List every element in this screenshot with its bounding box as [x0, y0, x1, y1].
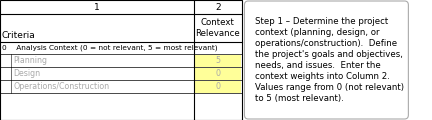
- Text: 2: 2: [215, 3, 221, 12]
- Text: Step 1 – Determine the project
context (planning, design, or
operations/construc: Step 1 – Determine the project context (…: [255, 17, 404, 103]
- Text: 5: 5: [216, 56, 220, 65]
- Bar: [195, 67, 241, 79]
- Text: Planning: Planning: [13, 56, 47, 65]
- Text: Operations/Construction: Operations/Construction: [13, 82, 109, 91]
- Bar: [0, 0, 241, 120]
- Text: 0: 0: [216, 82, 220, 91]
- Bar: [195, 54, 241, 66]
- Text: Design: Design: [13, 69, 40, 78]
- Text: 0: 0: [216, 69, 220, 78]
- Text: 0    Analysis Context (0 = not relevant, 5 = most relevant): 0 Analysis Context (0 = not relevant, 5 …: [2, 45, 218, 51]
- Text: Context
Relevance: Context Relevance: [196, 18, 240, 38]
- FancyBboxPatch shape: [245, 1, 408, 119]
- Bar: [195, 81, 241, 93]
- Text: 1: 1: [94, 3, 100, 12]
- Text: Criteria: Criteria: [2, 31, 36, 40]
